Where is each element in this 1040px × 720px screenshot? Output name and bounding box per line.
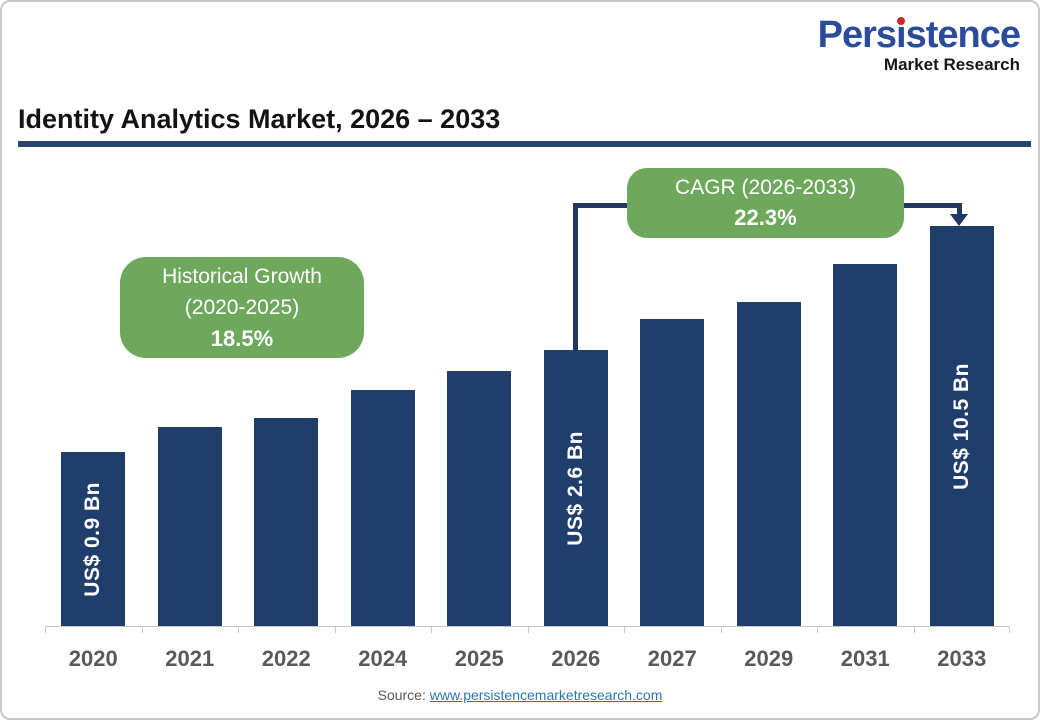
chart-title: Identity Analytics Market, 2026 – 2033 [18, 104, 501, 134]
axis-tick [720, 627, 722, 633]
bar-2020: US$ 0.9 Bn [61, 452, 126, 626]
logo-subtitle: Market Research [883, 55, 1020, 74]
bar-value-label: US$ 0.9 Bn [81, 481, 105, 597]
cagr-line1: CAGR (2026-2033) [675, 175, 856, 199]
historical-value: 18.5% [210, 325, 274, 351]
bar-column-2022: 2022 [238, 157, 335, 671]
x-axis-label: 2031 [840, 646, 890, 671]
historical-line2: (2020-2025) [184, 296, 300, 320]
cagr-connector-right-vertical [957, 203, 962, 216]
title-underline [18, 141, 1031, 147]
pmr-logo: Pers ıstence Market Research [817, 14, 1021, 74]
x-axis-label: 2029 [744, 646, 794, 671]
axis-tick [913, 627, 915, 633]
axis-tick [527, 627, 529, 633]
bar-value-label: US$ 10.5 Bn [949, 362, 973, 490]
source-link[interactable]: www.persistencemarketresearch.com [429, 687, 663, 703]
logo-wordmark: Pers ıstence [817, 14, 1021, 56]
axis-tick [624, 627, 625, 633]
logo-text-post: stence [905, 14, 1021, 56]
bar-value-label: US$ 2.6 Bn [563, 430, 587, 546]
bar-column-2031: 2031 [817, 157, 914, 671]
cagr-value: 22.3% [734, 205, 797, 231]
x-axis-label: 2021 [165, 646, 215, 671]
logo-red-dot-icon [896, 17, 905, 25]
bar-2026: US$ 2.6 Bn [543, 350, 608, 626]
bar-2022 [254, 418, 319, 626]
bar-column-2025: 2025 [431, 157, 528, 671]
source-prefix: Source: [377, 687, 430, 703]
bar-2024 [350, 390, 415, 626]
x-axis-label: 2024 [358, 646, 408, 671]
bar-column-2029: 2029 [720, 157, 818, 671]
logo-letter-i: ı [896, 14, 907, 56]
bar-2027 [640, 319, 705, 626]
bar-column-2033: US$ 10.5 Bn 2033 [913, 157, 1010, 671]
logo-text-pre: Pers [817, 14, 897, 56]
cagr-callout: CAGR (2026-2033) 22.3% [627, 168, 904, 238]
x-axis-label: 2025 [454, 646, 504, 671]
bar-2021 [157, 427, 222, 626]
axis-tick [817, 627, 818, 633]
axis-tick [431, 627, 432, 633]
x-axis-label: 2022 [261, 646, 311, 671]
bar-column-2026: US$ 2.6 Bn 2026 [527, 157, 625, 671]
cagr-connector-left-vertical [573, 203, 578, 351]
axis-tick [1009, 627, 1010, 633]
bar-2025 [447, 371, 512, 626]
bar-column-2021: 2021 [141, 157, 239, 671]
bar-column-2024: 2024 [334, 157, 432, 671]
x-axis-label: 2027 [647, 646, 697, 671]
cagr-connector-arrowhead-icon [950, 214, 968, 226]
axis-tick [238, 627, 239, 633]
x-axis-label: 2033 [937, 646, 987, 671]
historical-growth-callout: Historical Growth (2020-2025) 18.5% [120, 257, 364, 358]
bar-chart-plot-area: US$ 0.9 Bn 2020 2021 2022 2024 2025 US$ 2.6 Bn… [45, 157, 1010, 671]
bar-column-2020: US$ 0.9 Bn 2020 [45, 157, 142, 671]
bar-2033: US$ 10.5 Bn [929, 226, 994, 626]
bar-2031 [833, 264, 898, 626]
x-axis-label: 2026 [551, 646, 601, 671]
source-line: Source: www.persistencemarketresearch.co… [0, 687, 1040, 703]
bar-column-2027: 2027 [624, 157, 721, 671]
x-axis-label: 2020 [68, 646, 118, 671]
axis-tick [334, 627, 336, 633]
axis-tick [45, 627, 46, 633]
axis-tick [141, 627, 143, 633]
historical-line1: Historical Growth [162, 264, 322, 288]
bar-2029 [736, 302, 801, 626]
